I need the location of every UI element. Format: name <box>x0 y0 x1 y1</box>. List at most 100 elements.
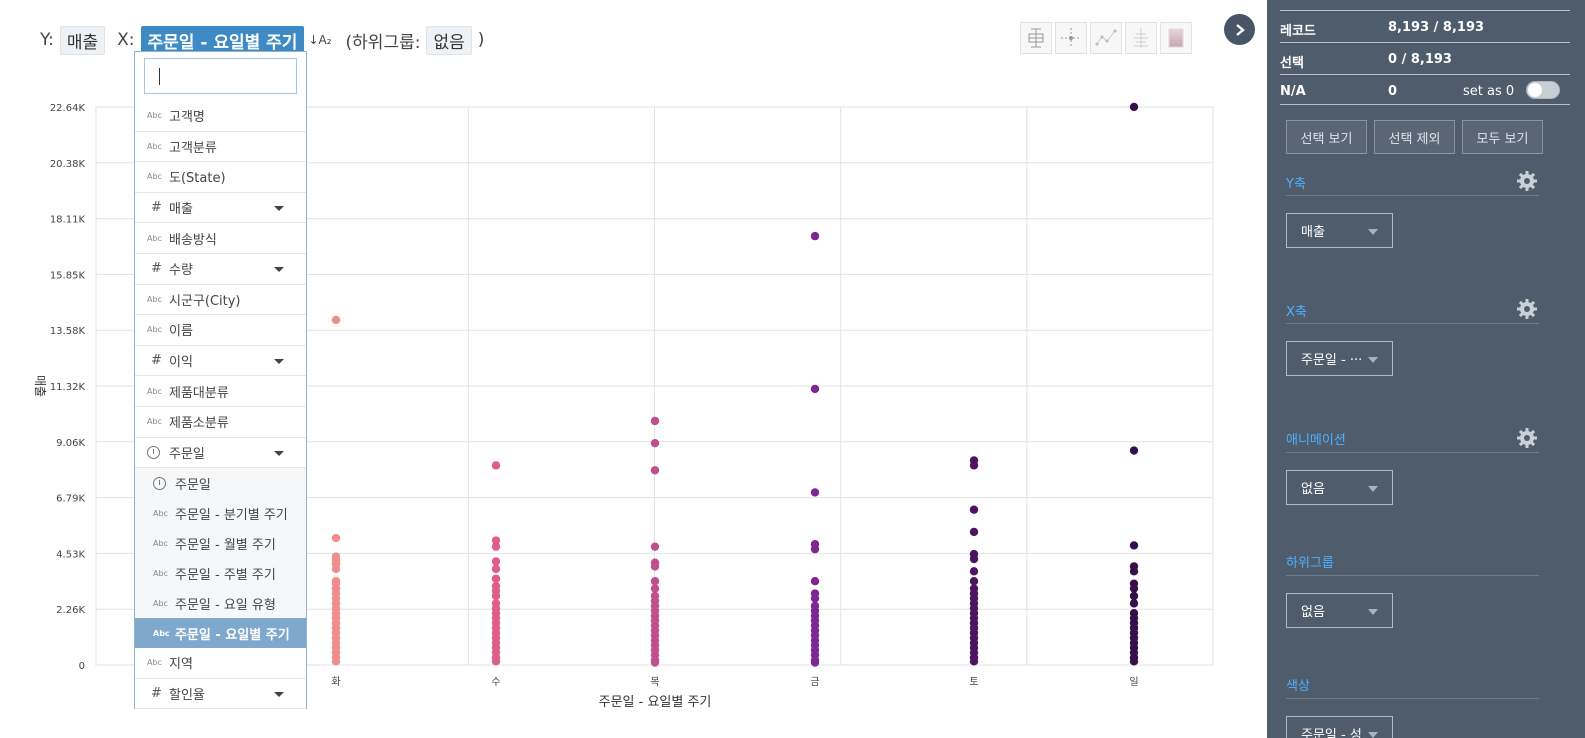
panel-toggle-button[interactable] <box>1224 14 1255 45</box>
show-all-button[interactable]: 모두 보기 <box>1462 120 1543 154</box>
data-point <box>491 574 501 583</box>
expand-arrow-icon[interactable] <box>274 358 284 364</box>
data-point <box>810 594 820 603</box>
y-tick-label: 15.85K <box>50 270 86 281</box>
data-point <box>491 657 501 666</box>
field-option[interactable]: 주문일 <box>135 468 306 499</box>
show-selection-button[interactable]: 선택 보기 <box>1286 120 1367 154</box>
x-axis-selector[interactable]: 주문일 - 요일별 주기 <box>140 25 305 55</box>
animation-select[interactable]: 없음 <box>1286 470 1393 505</box>
expand-arrow-icon[interactable] <box>274 450 284 456</box>
x-axis-settings-gear-icon[interactable] <box>1516 298 1538 320</box>
field-option[interactable]: Abc 주문일 - 주별 주기 <box>135 558 306 589</box>
field-option[interactable]: Abc 고객명 <box>135 101 306 132</box>
field-option[interactable]: # 할인율 <box>135 679 306 710</box>
data-point <box>1129 102 1139 112</box>
x-axis-select[interactable]: 주문일 - ··· <box>1286 341 1393 376</box>
subgroup-close: ) <box>477 30 485 50</box>
data-point <box>969 554 979 564</box>
color-select[interactable]: 주문일 - 성 <box>1286 716 1393 738</box>
divider <box>1286 575 1539 576</box>
y-tick-label: 18.11K <box>50 215 86 226</box>
divider <box>1286 323 1539 324</box>
expand-arrow-icon[interactable] <box>274 205 284 211</box>
field-option[interactable]: Abc 시군구(City) <box>135 285 306 316</box>
trendline-icon[interactable] <box>1090 22 1122 54</box>
field-option[interactable]: Abc 고객분류 <box>135 132 306 163</box>
field-option[interactable]: Abc 이름 <box>135 315 306 346</box>
text-type-icon: Abc <box>147 417 162 427</box>
field-option-label: 고객명 <box>169 110 205 126</box>
text-type-icon: Abc <box>147 294 162 304</box>
y-axis-select-value: 매출 <box>1301 225 1325 240</box>
text-type-icon: Abc <box>147 111 162 121</box>
crosshair-icon[interactable] <box>1055 22 1087 54</box>
y-axis-label: Y: <box>40 30 54 50</box>
y-axis-title: 매출 <box>33 375 47 397</box>
data-point <box>969 505 979 514</box>
dropdown-search-input[interactable] <box>144 58 297 94</box>
field-option-label: 시군구(City) <box>169 293 241 309</box>
field-option[interactable]: Abc 주문일 - 월별 주기 <box>135 528 306 559</box>
set-as-zero-toggle[interactable] <box>1526 81 1560 99</box>
field-option[interactable]: # 매출 <box>135 193 306 224</box>
chevron-down-icon <box>1368 357 1378 363</box>
data-point <box>969 657 979 666</box>
field-option[interactable]: Abc 도(State) <box>135 162 306 193</box>
data-point <box>810 384 820 394</box>
field-option[interactable]: # 이익 <box>135 346 306 377</box>
subgroup-selector[interactable]: 없음 <box>426 25 472 55</box>
data-point <box>491 461 501 470</box>
divider <box>1286 195 1539 196</box>
data-point <box>650 562 660 571</box>
boxplot-icon[interactable] <box>1020 22 1052 54</box>
field-option[interactable]: 주문일 <box>135 438 306 469</box>
field-option[interactable]: Abc 제품소분류 <box>135 407 306 438</box>
animation-section-title: 애니메이션 <box>1286 433 1346 448</box>
expand-arrow-icon[interactable] <box>274 691 284 697</box>
field-option[interactable]: Abc 배송방식 <box>135 223 306 254</box>
exclude-selection-button[interactable]: 선택 제외 <box>1374 120 1455 154</box>
field-option[interactable]: Abc 주문일 - 요일 유형 <box>135 588 306 619</box>
data-point <box>969 567 979 576</box>
subgroup-select[interactable]: 없음 <box>1286 593 1393 628</box>
field-option[interactable]: Abc 제품대분류 <box>135 376 306 407</box>
data-point <box>331 657 341 666</box>
jitter-icon[interactable] <box>1125 22 1157 54</box>
chevron-down-icon <box>1368 486 1378 492</box>
text-type-icon: Abc <box>153 508 168 518</box>
text-type-icon: Abc <box>147 172 162 182</box>
field-option-label: 주문일 - 월별 주기 <box>175 537 276 553</box>
y-tick-label: 6.79K <box>56 494 85 505</box>
field-option-label: 주문일 <box>175 477 211 493</box>
y-axis-settings-gear-icon[interactable] <box>1516 170 1538 192</box>
field-list: Abc 고객명 Abc 고객분류 Abc 도(State) # 매출 Abc 배송방식 # 수량 Abc… <box>135 101 306 710</box>
y-axis-select[interactable]: 매출 <box>1286 213 1393 248</box>
text-type-icon: Abc <box>147 141 162 151</box>
sort-icon[interactable]: ↓A₂ <box>308 33 332 47</box>
data-point <box>810 231 820 241</box>
x-axis-label: X: <box>117 30 135 50</box>
y-tick-label: 22.64K <box>50 103 86 114</box>
animation-select-value: 없음 <box>1301 482 1325 497</box>
y-axis-selector[interactable]: 매출 <box>59 25 106 55</box>
animation-settings-gear-icon[interactable] <box>1516 427 1538 449</box>
chevron-down-icon <box>1368 229 1378 235</box>
data-point <box>1129 584 1139 593</box>
chevron-right-icon <box>1235 23 1245 36</box>
x-tick-label: 토 <box>969 677 978 688</box>
data-point <box>1129 446 1139 455</box>
data-point <box>650 576 660 586</box>
records-label: 레코드 <box>1280 24 1316 39</box>
field-option[interactable]: Abc 주문일 - 분기별 주기 <box>135 498 306 529</box>
gradient-icon[interactable] <box>1160 22 1192 54</box>
x-axis-title: 주문일 - 요일별 주기 <box>599 695 712 710</box>
field-option[interactable]: Abc 지역 <box>135 648 306 679</box>
field-option[interactable]: # 수량 <box>135 254 306 285</box>
data-point <box>810 488 820 497</box>
field-option[interactable]: Abc 주문일 - 요일별 주기 <box>135 618 306 649</box>
selection-value: 0 / 8,193 <box>1388 52 1452 67</box>
color-select-value: 주문일 - 성 <box>1301 728 1362 738</box>
expand-arrow-icon[interactable] <box>274 266 284 272</box>
clock-icon <box>147 445 160 459</box>
